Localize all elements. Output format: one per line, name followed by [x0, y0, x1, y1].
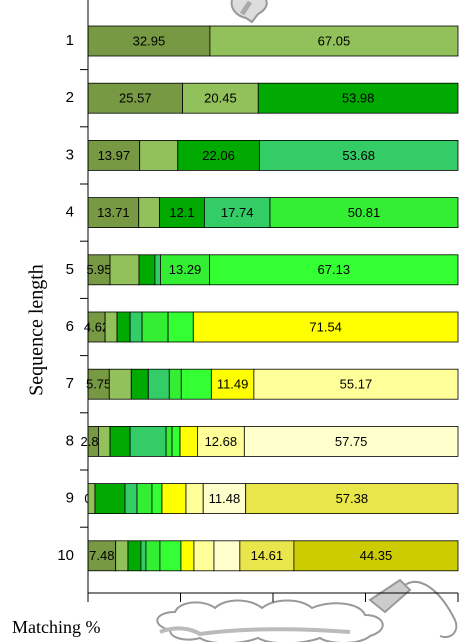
bar-segment [109, 369, 131, 399]
bar-segment [131, 369, 148, 399]
data-label: 71.54 [309, 319, 342, 334]
plot-area: 1 32.95 67.05 2 25.57 20.45 53.98 3 13.97 22.06 53… [57, 0, 458, 602]
data-label: 67.05 [318, 33, 351, 48]
data-label: 17.74 [221, 205, 254, 220]
y-tick-label: 5 [66, 261, 74, 278]
y-tick-label: 4 [66, 204, 74, 221]
bar-segment [181, 541, 194, 571]
data-label: 67.13 [318, 262, 351, 277]
bar-segment [139, 255, 155, 285]
y-tick-label: 8 [66, 432, 74, 449]
data-label: 44.35 [360, 548, 393, 563]
data-label: 12.68 [205, 434, 238, 449]
bar-segment [105, 312, 117, 342]
x-axis-label: Matching % [12, 617, 100, 637]
bar-segment [160, 541, 181, 571]
bar-segment [130, 312, 142, 342]
bar-segment [168, 312, 193, 342]
bar-segment [194, 541, 214, 571]
data-label: 13.71 [97, 205, 130, 220]
data-label: 7.48 [89, 548, 114, 563]
data-label: 25.57 [119, 91, 152, 106]
bar-segment [88, 484, 95, 514]
bar-segment [137, 484, 152, 514]
data-label: 32.95 [133, 33, 166, 48]
bar-segment [148, 369, 169, 399]
bar-segment [110, 255, 139, 285]
bar-segment [155, 255, 161, 285]
y-tick-label: 10 [57, 547, 74, 564]
data-label: 57.38 [336, 491, 369, 506]
bar-segment [152, 484, 162, 514]
bar-segment [141, 541, 146, 571]
data-label: 55.17 [340, 377, 373, 392]
data-label: 13.29 [169, 262, 202, 277]
bar-segment [140, 140, 178, 170]
bar-segment [139, 198, 160, 228]
bar-segment [180, 426, 197, 456]
data-label: 20.45 [204, 91, 237, 106]
bar-segment [162, 484, 186, 514]
data-label: 53.68 [342, 148, 375, 163]
y-tick-label: 6 [66, 318, 74, 335]
chart: 1 32.95 67.05 2 25.57 20.45 53.98 3 13.97 22.06 53… [0, 0, 470, 642]
data-label: 13.97 [98, 148, 131, 163]
data-label: 11.49 [217, 377, 249, 392]
bar-segment [181, 369, 211, 399]
bar-segment [146, 541, 160, 571]
bar-segment [125, 484, 137, 514]
bar-segment [128, 541, 141, 571]
bar-segment [98, 426, 110, 456]
y-axis-label: Sequence length [26, 264, 48, 396]
data-label: 53.98 [342, 91, 375, 106]
bar-segment [186, 484, 203, 514]
bar-segment [166, 426, 172, 456]
bar-segment [110, 426, 130, 456]
y-tick-label: 7 [66, 375, 74, 392]
data-label: 22.06 [202, 148, 235, 163]
data-label: 57.75 [335, 434, 368, 449]
bar-segment [172, 426, 180, 456]
bar-segment [214, 541, 240, 571]
data-label: 11.48 [209, 491, 241, 506]
data-label: 5.95 [86, 262, 111, 277]
y-tick-label: 2 [66, 89, 74, 106]
y-tick-label: 3 [66, 146, 74, 163]
data-label: 14.61 [251, 548, 284, 563]
data-label: 50.81 [348, 205, 381, 220]
y-tick-label: 1 [66, 32, 74, 49]
bar-segment [169, 369, 181, 399]
bar-segment [95, 484, 125, 514]
y-tick-label: 9 [66, 490, 74, 507]
bar-segment [117, 312, 130, 342]
data-label: 5.75 [86, 377, 111, 392]
bar-segment [116, 541, 128, 571]
data-label: 12.1 [169, 205, 194, 220]
bar-segment [142, 312, 168, 342]
bar-segment [130, 426, 166, 456]
